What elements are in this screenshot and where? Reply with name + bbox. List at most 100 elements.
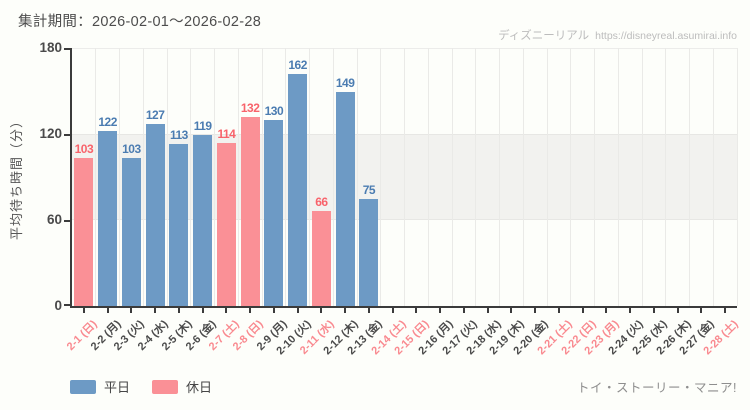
y-axis-title: 平均待ち時間（分） — [9, 114, 24, 241]
vertical-gridline — [475, 48, 477, 306]
vertical-gridline — [546, 48, 548, 306]
vertical-gridline — [119, 48, 120, 306]
x-axis-tick — [391, 308, 394, 313]
chart-plot-area: 2-1 (日) 103 2-2 (月) 122 2-3 (火) 103 2-4 (水) 127… — [64, 48, 741, 357]
x-axis-tick — [462, 308, 465, 313]
vertical-gridline — [665, 48, 667, 306]
vertical-gridline — [451, 48, 453, 306]
vertical-gridline — [641, 48, 643, 306]
bar-2-4 — [145, 123, 165, 306]
bar-2-11 — [311, 211, 331, 306]
legend-item-weekday: 平日 — [70, 377, 130, 396]
x-axis-tick — [272, 308, 275, 313]
bar-2-2 — [98, 131, 118, 306]
x-axis-tick — [652, 308, 655, 313]
site-watermark: ディズニーリアル https://disneyreal.asumirai.info — [498, 26, 737, 44]
x-axis-tick — [106, 308, 109, 313]
x-axis-tick — [154, 308, 157, 313]
bar-2-6 — [193, 135, 213, 306]
vertical-gridline — [285, 48, 287, 306]
bar-value-label: 149 — [335, 76, 355, 91]
bar-value-label: 162 — [288, 57, 307, 72]
x-axis-tick — [415, 308, 418, 313]
vertical-gridline — [309, 48, 310, 306]
legend-swatch-weekday — [70, 379, 96, 394]
y-axis-line — [70, 48, 72, 308]
x-axis-tick — [130, 308, 133, 313]
y-axis-tick — [64, 48, 70, 50]
x-axis-tick — [510, 308, 513, 313]
bar-value-label: 132 — [240, 100, 260, 115]
bar-value-label: 66 — [315, 195, 328, 210]
x-axis-tick — [486, 308, 489, 313]
x-axis-tick — [557, 308, 560, 313]
vertical-gridline — [380, 48, 382, 306]
bar-value-label: 103 — [122, 142, 141, 157]
bar-2-1 — [74, 158, 94, 306]
legend-label-holiday: 休日 — [186, 380, 213, 395]
vertical-gridline — [570, 48, 572, 306]
x-axis-tick — [581, 308, 584, 313]
x-axis-tick — [676, 308, 679, 313]
vertical-gridline — [594, 48, 595, 306]
legend-item-holiday: 休日 — [152, 377, 212, 396]
x-axis-tick — [82, 308, 85, 313]
vertical-gridline — [332, 48, 334, 306]
chart-legend: 平日 休日 — [70, 377, 212, 396]
y-tick-label: 60 — [46, 212, 62, 227]
vertical-gridline — [499, 48, 500, 306]
x-axis-tick — [249, 308, 252, 313]
vertical-gridline — [190, 48, 192, 306]
bar-2-13 — [359, 198, 379, 306]
x-axis-tick — [439, 308, 442, 313]
x-axis-tick — [320, 308, 323, 313]
y-axis-tick — [64, 220, 70, 222]
legend-swatch-holiday — [152, 379, 179, 394]
x-axis-tick — [629, 308, 632, 313]
bar-2-9 — [264, 119, 284, 306]
attraction-name: トイ・ストーリー・マニア! — [577, 381, 737, 395]
bar-value-label: 119 — [193, 119, 212, 134]
vertical-gridline — [736, 48, 738, 306]
vertical-gridline — [522, 48, 524, 306]
x-axis-tick — [724, 308, 727, 313]
vertical-gridline — [214, 48, 215, 306]
bar-value-label: 103 — [74, 142, 94, 157]
bar-value-label: 113 — [169, 128, 188, 143]
vertical-gridline — [356, 48, 358, 306]
vertical-gridline — [404, 48, 405, 306]
y-tick-label: 0 — [54, 298, 62, 313]
x-axis-tick — [367, 308, 370, 313]
x-axis-tick — [344, 308, 347, 313]
vertical-gridline — [617, 48, 619, 306]
bar-2-5 — [169, 144, 189, 306]
x-axis-tick — [296, 308, 299, 313]
legend-label-weekday: 平日 — [104, 380, 131, 395]
bar-2-7 — [216, 142, 236, 306]
site-brand-name: ディズニーリアル — [498, 30, 590, 42]
vertical-gridline — [95, 48, 97, 306]
x-axis-tick — [534, 308, 537, 313]
bar-2-12 — [335, 92, 355, 306]
x-axis-tick — [177, 308, 180, 313]
bar-value-label: 75 — [362, 182, 376, 197]
site-url: https://disneyreal.asumirai.info — [595, 30, 737, 42]
bar-2-3 — [121, 158, 141, 306]
x-axis-line — [70, 306, 737, 308]
vertical-gridline — [142, 48, 144, 306]
vertical-gridline — [237, 48, 239, 306]
aggregation-period-title: 集計期間：2026-02-01～2026-02-28 — [18, 14, 262, 30]
y-axis-tick — [64, 134, 70, 136]
vertical-gridline — [712, 48, 714, 306]
y-axis-tick — [64, 304, 70, 306]
vertical-gridline — [689, 48, 690, 306]
bar-value-label: 122 — [98, 115, 117, 130]
bar-2-8 — [240, 116, 260, 306]
vertical-gridline — [261, 48, 263, 306]
bar-value-label: 114 — [217, 126, 236, 141]
x-axis-tick — [605, 308, 608, 313]
y-tick-label: 180 — [39, 40, 62, 55]
bar-value-label: 127 — [145, 107, 165, 122]
vertical-gridline — [427, 48, 429, 306]
